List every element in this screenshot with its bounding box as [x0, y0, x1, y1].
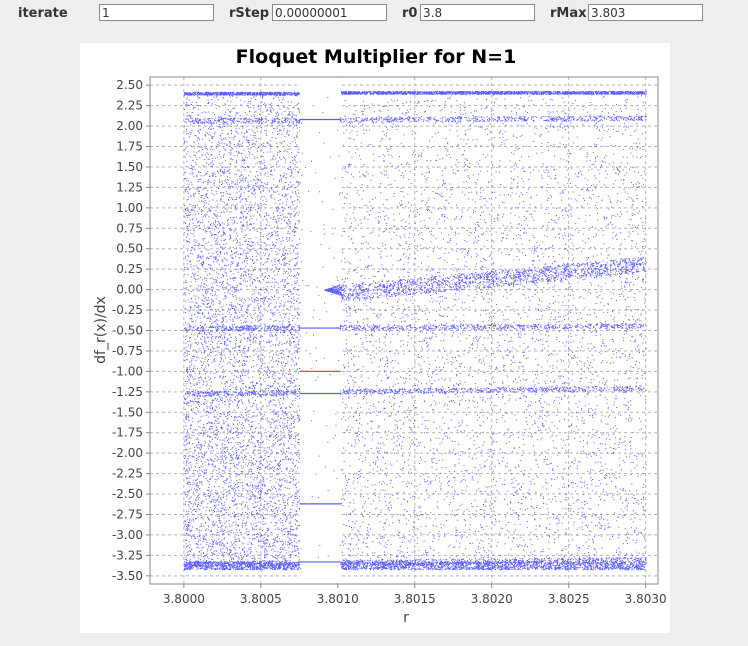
y-tick-label: -1.25	[112, 385, 143, 399]
y-tick-label: 1.25	[116, 180, 143, 194]
funnel-points	[324, 284, 342, 296]
iterate-label: iterate	[18, 6, 68, 21]
rmax-label: rMax	[550, 6, 587, 21]
x-tick-label: 3.8000	[163, 592, 205, 606]
y-tick-label: -0.25	[112, 303, 143, 317]
x-tick-label: 3.8015	[394, 592, 436, 606]
x-tick-label: 3.8030	[625, 592, 667, 606]
dense-curve	[184, 115, 647, 124]
x-tick-label: 3.8005	[240, 592, 282, 606]
y-tick-label: 2.00	[116, 119, 143, 133]
r0-input[interactable]	[420, 4, 535, 21]
r0-label: r0	[402, 6, 418, 21]
dense-curve	[183, 323, 647, 332]
floquet-chart: Floquet Multiplier for N=1 3.8000 3.8005 3…	[93, 46, 667, 626]
iterate-input[interactable]	[99, 4, 214, 21]
x-tick-label: 3.8020	[471, 592, 513, 606]
axes-layer: 3.8000 3.8005 3.8010 3.8015 3.8020 3.8025 3.80…	[112, 78, 667, 606]
y-tick-label: 1.75	[116, 140, 143, 154]
y-tick-label: -2.50	[112, 487, 143, 501]
periodic-window	[300, 78, 340, 583]
y-tick-label: -0.50	[112, 324, 143, 338]
y-tick-label: 0.25	[116, 262, 143, 276]
rstep-label: rStep	[229, 6, 270, 21]
y-tick-label: -1.00	[112, 364, 143, 378]
dense-curve	[183, 557, 647, 567]
y-tick-label: -3.25	[112, 548, 143, 562]
y-tick-label: -2.75	[112, 507, 143, 521]
y-tick-label: -0.75	[112, 344, 143, 358]
x-tick-label: 3.8010	[317, 592, 359, 606]
y-tick-label: 0.75	[116, 221, 143, 235]
rstep-input[interactable]	[272, 4, 387, 21]
rising-curve	[341, 256, 647, 302]
y-tick-label: 2.50	[116, 78, 143, 92]
chart-panel: Floquet Multiplier for N=1 3.8000 3.8005 3…	[80, 43, 670, 633]
dense-curve	[185, 385, 647, 397]
y-tick-label: -1.50	[112, 405, 143, 419]
y-tick-label: 0.50	[116, 242, 143, 256]
y-axis-title: df_r(x)/dx	[93, 296, 109, 364]
chart-title: Floquet Multiplier for N=1	[236, 46, 517, 68]
y-tick-label: 1.00	[116, 201, 143, 215]
y-tick-label: -3.50	[112, 569, 143, 583]
y-tick-label: 2.25	[116, 99, 143, 113]
x-axis-title: r	[403, 610, 409, 626]
y-tick-label: -2.25	[112, 467, 143, 481]
y-tick-label: 0.00	[116, 283, 143, 297]
y-tick-label: -3.00	[112, 528, 143, 542]
y-tick-label: 1.50	[116, 160, 143, 174]
y-tick-label: -2.00	[112, 446, 143, 460]
rmax-input[interactable]	[588, 4, 703, 21]
points-layer	[183, 78, 647, 583]
y-tick-label: -1.75	[112, 426, 143, 440]
x-tick-label: 3.8025	[548, 592, 590, 606]
